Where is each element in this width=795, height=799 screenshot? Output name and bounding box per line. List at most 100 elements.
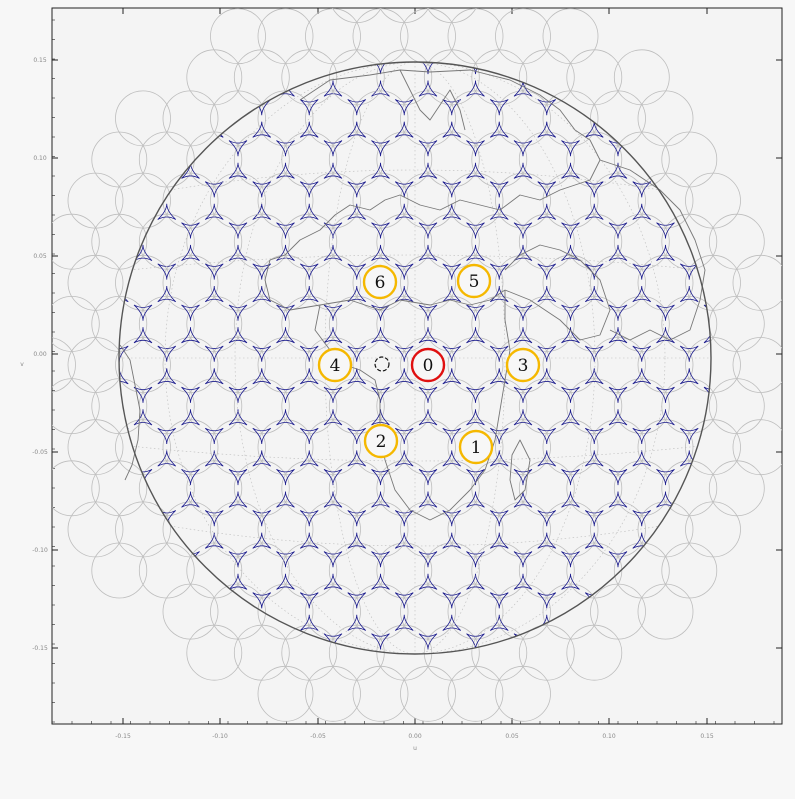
beam-interstice bbox=[228, 327, 248, 344]
beam-interstice bbox=[347, 427, 367, 445]
beam-interstice bbox=[513, 491, 533, 508]
beam-interstice bbox=[394, 592, 414, 609]
beam-circle bbox=[637, 583, 694, 640]
beam-interstice bbox=[157, 368, 177, 385]
beam-interstice bbox=[371, 80, 390, 97]
beam-interstice bbox=[252, 427, 272, 445]
beam-interstice bbox=[418, 633, 438, 650]
beam-interstice bbox=[537, 368, 557, 385]
beam-interstice bbox=[347, 450, 367, 467]
beam-interstice bbox=[204, 532, 224, 549]
beam-highlight-0: 0 bbox=[410, 347, 446, 383]
beam-highlight-4: 4 bbox=[317, 347, 353, 383]
beam-interstice bbox=[181, 409, 200, 426]
beam-circle bbox=[352, 665, 409, 722]
coastline-europe bbox=[269, 69, 601, 261]
beam-interstice bbox=[181, 222, 200, 239]
beam-interstice bbox=[371, 409, 390, 426]
beam-interstice bbox=[489, 532, 509, 549]
beam-interstice bbox=[561, 140, 580, 157]
highlighted-beams: 0 1 2 3 4 5 6 bbox=[317, 263, 541, 465]
beam-interstice bbox=[371, 551, 390, 568]
beam-interstice bbox=[656, 469, 675, 486]
beam-interstice bbox=[418, 327, 438, 344]
beam-interstice bbox=[561, 573, 580, 590]
beam-interstice bbox=[561, 222, 580, 239]
beam-circle bbox=[566, 624, 623, 681]
beam-interstice bbox=[323, 327, 343, 344]
beam-interstice bbox=[489, 427, 509, 445]
beam-interstice bbox=[181, 491, 200, 508]
beam-interstice bbox=[489, 285, 509, 303]
beam-ring bbox=[317, 347, 353, 383]
beam-interstice bbox=[489, 450, 509, 467]
beam-interstice bbox=[157, 285, 177, 303]
beam-interstice bbox=[466, 491, 485, 508]
beam-interstice bbox=[299, 285, 319, 303]
beam-interstice bbox=[347, 99, 367, 116]
beam-interstice bbox=[299, 345, 319, 362]
x-tick-label: -0.10 bbox=[212, 733, 228, 740]
beam-interstice bbox=[608, 222, 628, 239]
beam-interstice bbox=[204, 427, 224, 445]
beam-interstice bbox=[513, 573, 533, 590]
beam-interstice bbox=[466, 409, 485, 426]
beam-interstice bbox=[133, 386, 153, 403]
beam-highlight-3: 3 bbox=[505, 347, 541, 383]
beam-interstice bbox=[204, 285, 224, 303]
coastline-scandinavia bbox=[399, 69, 466, 131]
beam-interstice bbox=[394, 450, 414, 467]
beam-interstice bbox=[442, 263, 462, 280]
beam-interstice bbox=[632, 345, 652, 362]
beam-interstice bbox=[181, 469, 200, 486]
beam-interstice bbox=[513, 162, 533, 179]
beam-interstice bbox=[323, 491, 343, 508]
beam-interstice bbox=[228, 551, 248, 568]
y-tick-label: 0.00 bbox=[33, 351, 47, 358]
beam-interstice bbox=[584, 203, 604, 220]
beam-circle bbox=[186, 624, 243, 681]
graticule-meridian bbox=[324, 62, 506, 654]
beam-interstice bbox=[299, 450, 319, 467]
beam-interstice bbox=[181, 244, 200, 261]
beam-number-label: 3 bbox=[518, 356, 529, 376]
beam-interstice bbox=[323, 409, 343, 426]
beam-interstice bbox=[561, 409, 580, 426]
beam-interstice bbox=[418, 80, 438, 97]
beam-interstice bbox=[394, 345, 414, 362]
beam-interstice bbox=[252, 263, 272, 280]
beam-interstice bbox=[561, 551, 580, 568]
beam-interstice bbox=[679, 368, 699, 385]
beam-interstice bbox=[632, 532, 652, 549]
earth-limb bbox=[118, 61, 712, 655]
y-axis-label: v bbox=[20, 361, 24, 368]
beam-interstice bbox=[584, 368, 604, 385]
beam-interstice bbox=[394, 181, 414, 198]
beam-highlight-2: 2 bbox=[363, 423, 399, 459]
beam-interstice bbox=[608, 162, 628, 179]
beam-interstice bbox=[584, 510, 604, 527]
beam-interstice bbox=[442, 450, 462, 467]
beam-interstice bbox=[537, 263, 557, 280]
beam-interstice bbox=[632, 263, 652, 280]
beam-circle bbox=[447, 665, 504, 722]
beam-interstice bbox=[228, 162, 248, 179]
beam-interstice bbox=[537, 510, 557, 527]
beam-interstice bbox=[299, 181, 319, 198]
beam-interstice bbox=[347, 614, 367, 631]
beam-interstice bbox=[442, 285, 462, 303]
beam-interstice bbox=[513, 551, 533, 568]
beam-interstice bbox=[418, 409, 438, 426]
beam-interstice bbox=[228, 386, 248, 403]
beam-interstice bbox=[371, 573, 390, 590]
beam-interstice bbox=[608, 551, 628, 568]
beam-interstice bbox=[323, 222, 343, 239]
beam-interstice bbox=[276, 222, 295, 239]
beam-interstice bbox=[394, 121, 414, 138]
beam-interstice bbox=[442, 614, 462, 631]
beam-interstice bbox=[276, 162, 295, 179]
beam-interstice bbox=[276, 409, 295, 426]
beam-interstice bbox=[679, 285, 699, 303]
beam-interstice bbox=[489, 121, 509, 138]
beam-interstice bbox=[442, 532, 462, 549]
